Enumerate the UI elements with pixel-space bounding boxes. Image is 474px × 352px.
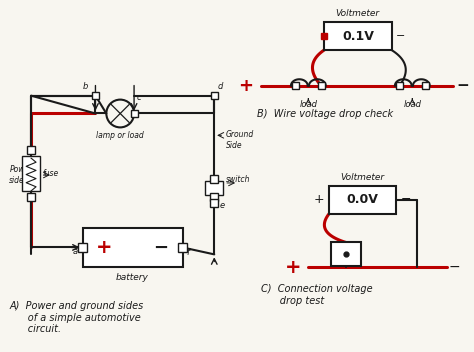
Text: d: d xyxy=(217,82,223,91)
Bar xyxy=(82,228,182,267)
Bar xyxy=(324,22,392,50)
Bar xyxy=(318,82,325,89)
Text: −: − xyxy=(153,238,168,256)
Text: +: + xyxy=(96,238,113,257)
Bar xyxy=(331,243,361,266)
Bar xyxy=(27,146,35,154)
Text: 0.1V: 0.1V xyxy=(342,30,374,43)
Text: Voltmeter: Voltmeter xyxy=(341,173,385,182)
Bar xyxy=(178,243,187,252)
Text: n: n xyxy=(212,186,216,190)
Text: e: e xyxy=(219,201,224,210)
Text: c: c xyxy=(137,93,142,102)
Text: A)  Power and ground sides
      of a simple automotive
      circuit.: A) Power and ground sides of a simple au… xyxy=(9,301,144,334)
Text: a: a xyxy=(73,247,78,256)
Bar xyxy=(211,92,218,99)
Text: battery: battery xyxy=(116,273,148,282)
Text: +: + xyxy=(238,77,253,95)
Text: fuse: fuse xyxy=(43,169,59,177)
Text: load: load xyxy=(403,100,421,109)
Text: switch: switch xyxy=(226,175,251,184)
Bar xyxy=(210,193,218,201)
Text: Ground
Side: Ground Side xyxy=(226,130,255,150)
Text: lamp or load: lamp or load xyxy=(96,131,144,140)
Bar xyxy=(210,175,218,183)
Text: +: + xyxy=(313,193,324,206)
Bar xyxy=(329,186,396,214)
Text: B)  Wire voltage drop check: B) Wire voltage drop check xyxy=(257,108,393,119)
Text: −: − xyxy=(401,193,411,206)
Text: Voltmeter: Voltmeter xyxy=(336,9,380,18)
Text: Power
side: Power side xyxy=(9,165,33,185)
Text: −: − xyxy=(457,78,470,93)
Text: −: − xyxy=(449,260,461,274)
Bar xyxy=(422,82,428,89)
Bar xyxy=(396,82,403,89)
Text: 0.0V: 0.0V xyxy=(347,193,379,206)
Bar xyxy=(92,92,99,99)
Bar xyxy=(205,181,223,195)
Text: f: f xyxy=(187,248,190,257)
Text: b: b xyxy=(83,82,89,91)
Bar xyxy=(27,193,35,201)
Bar xyxy=(78,243,87,252)
Text: +: + xyxy=(285,258,302,277)
Bar xyxy=(131,110,137,117)
Text: −: − xyxy=(395,31,405,41)
Bar xyxy=(22,156,40,191)
Bar xyxy=(210,199,218,207)
Text: C)  Connection voltage
      drop test: C) Connection voltage drop test xyxy=(261,284,373,306)
Text: load: load xyxy=(299,100,317,109)
Bar xyxy=(292,82,299,89)
